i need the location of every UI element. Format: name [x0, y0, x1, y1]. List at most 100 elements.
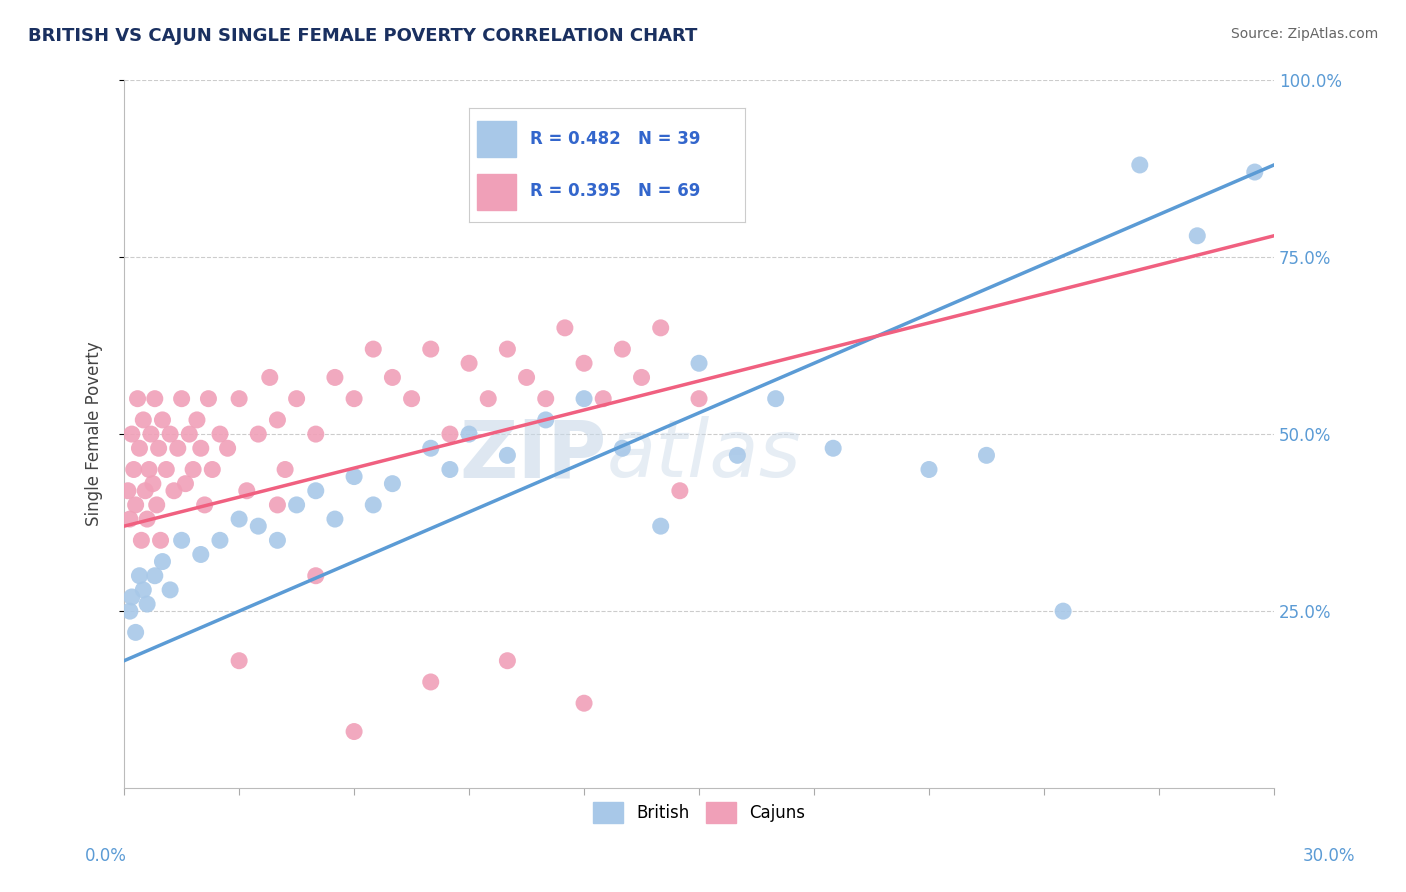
Text: ZIP: ZIP [460, 417, 607, 494]
Point [439, 462, 461, 476]
Point [534, 413, 557, 427]
Point [186, 413, 208, 427]
Point [136, 597, 159, 611]
Point [190, 548, 212, 562]
Point [285, 498, 308, 512]
Text: BRITISH VS CAJUN SINGLE FEMALE POVERTY CORRELATION CHART: BRITISH VS CAJUN SINGLE FEMALE POVERTY C… [28, 27, 697, 45]
Point [228, 654, 250, 668]
Point [305, 568, 328, 582]
Point [361, 342, 384, 356]
Point [1052, 604, 1074, 618]
Point [201, 462, 224, 476]
Point [458, 356, 481, 370]
Legend: British, Cajuns: British, Cajuns [586, 796, 813, 830]
Point [152, 555, 174, 569]
Point [122, 462, 145, 476]
Point [228, 512, 250, 526]
Point [197, 392, 219, 406]
Point [145, 498, 167, 512]
Point [1187, 228, 1209, 243]
Point [381, 476, 404, 491]
Point [650, 321, 672, 335]
Point [163, 483, 186, 498]
Point [285, 392, 308, 406]
Point [688, 392, 710, 406]
Point [419, 342, 441, 356]
Point [765, 392, 787, 406]
Point [134, 483, 156, 498]
Point [458, 427, 481, 442]
Point [343, 392, 366, 406]
Point [128, 568, 150, 582]
Point [139, 427, 162, 442]
Point [170, 392, 193, 406]
Point [136, 512, 159, 526]
Point [152, 413, 174, 427]
Point [305, 483, 328, 498]
Point [323, 512, 346, 526]
Point [236, 483, 259, 498]
Point [132, 413, 155, 427]
Point [572, 696, 595, 710]
Point [159, 582, 181, 597]
Point [612, 442, 634, 456]
Point [381, 370, 404, 384]
Point [247, 519, 270, 533]
Point [194, 498, 217, 512]
Point [155, 462, 177, 476]
Text: 0.0%: 0.0% [84, 847, 127, 864]
Point [121, 590, 143, 604]
Point [1129, 158, 1152, 172]
Point [554, 321, 576, 335]
Point [477, 392, 499, 406]
Point [401, 392, 423, 406]
Point [179, 427, 201, 442]
Point [124, 625, 146, 640]
Point [208, 427, 231, 442]
Y-axis label: Single Female Poverty: Single Female Poverty [86, 342, 103, 526]
Point [142, 476, 165, 491]
Point [143, 568, 166, 582]
Point [228, 392, 250, 406]
Point [688, 356, 710, 370]
Point [1243, 165, 1265, 179]
Text: atlas: atlas [607, 417, 801, 494]
Text: Source: ZipAtlas.com: Source: ZipAtlas.com [1230, 27, 1378, 41]
Point [669, 483, 692, 498]
Point [572, 392, 595, 406]
Point [208, 533, 231, 548]
Point [266, 498, 288, 512]
Point [630, 370, 652, 384]
Point [725, 448, 748, 462]
Point [516, 370, 538, 384]
Point [496, 448, 519, 462]
Point [439, 427, 461, 442]
Point [148, 442, 170, 456]
Point [361, 498, 384, 512]
Point [121, 427, 143, 442]
Point [305, 427, 328, 442]
Point [266, 533, 288, 548]
Point [117, 483, 139, 498]
Point [274, 462, 297, 476]
Point [918, 462, 941, 476]
Point [190, 442, 212, 456]
Point [118, 512, 141, 526]
Point [419, 442, 441, 456]
Point [650, 519, 672, 533]
Point [131, 533, 153, 548]
Point [572, 356, 595, 370]
Point [343, 469, 366, 483]
Point [534, 392, 557, 406]
Point [419, 675, 441, 690]
Point [823, 442, 845, 456]
Point [128, 442, 150, 456]
Point [612, 342, 634, 356]
Point [592, 392, 614, 406]
Point [132, 582, 155, 597]
Point [127, 392, 149, 406]
Point [181, 462, 204, 476]
Point [124, 498, 146, 512]
Point [496, 342, 519, 356]
Point [174, 476, 197, 491]
